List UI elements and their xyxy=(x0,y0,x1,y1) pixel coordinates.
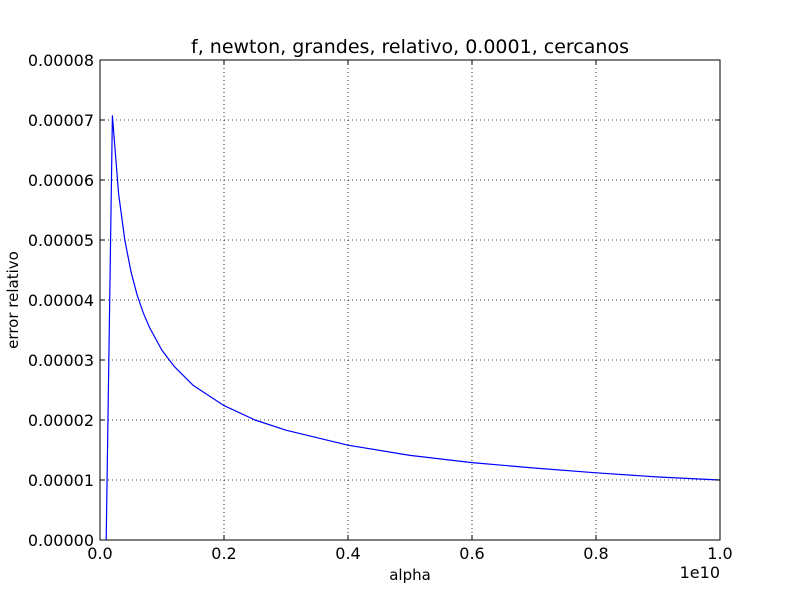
y-tick-labels: 0.00000 0.00001 0.00002 0.00003 0.00004 0.000… xyxy=(28,51,94,550)
x-tick-label: 0.6 xyxy=(459,544,484,563)
x-tick-label: 0.4 xyxy=(335,544,360,563)
series-lines xyxy=(105,115,721,541)
series-line xyxy=(105,115,721,541)
x-tick-labels: 0.0 0.2 0.4 0.6 0.8 1.0 xyxy=(87,544,732,563)
chart-title: f, newton, grandes, relativo, 0.0001, ce… xyxy=(191,36,629,58)
y-tick-label: 0.00006 xyxy=(28,171,94,190)
y-tick-label: 0.00000 xyxy=(28,531,94,550)
y-tick-label: 0.00005 xyxy=(28,231,94,250)
y-tick-label: 0.00004 xyxy=(28,291,94,310)
x-tick-label: 0.8 xyxy=(583,544,608,563)
y-axis-label: error relativo xyxy=(4,251,22,349)
y-tick-label: 0.00001 xyxy=(28,471,94,490)
axis-ticks xyxy=(99,59,721,541)
x-axis-label: alpha xyxy=(389,566,431,584)
x-tick-label: 0.2 xyxy=(211,544,236,563)
y-tick-label: 0.00003 xyxy=(28,351,94,370)
y-tick-label: 0.00002 xyxy=(28,411,94,430)
x-tick-label: 1.0 xyxy=(707,544,732,563)
x-axis-offset-label: 1e10 xyxy=(680,563,720,582)
grid-lines xyxy=(100,60,720,540)
x-tick-label: 0.0 xyxy=(87,544,112,563)
y-tick-label: 0.00007 xyxy=(28,111,94,130)
y-tick-label: 0.00008 xyxy=(28,51,94,70)
